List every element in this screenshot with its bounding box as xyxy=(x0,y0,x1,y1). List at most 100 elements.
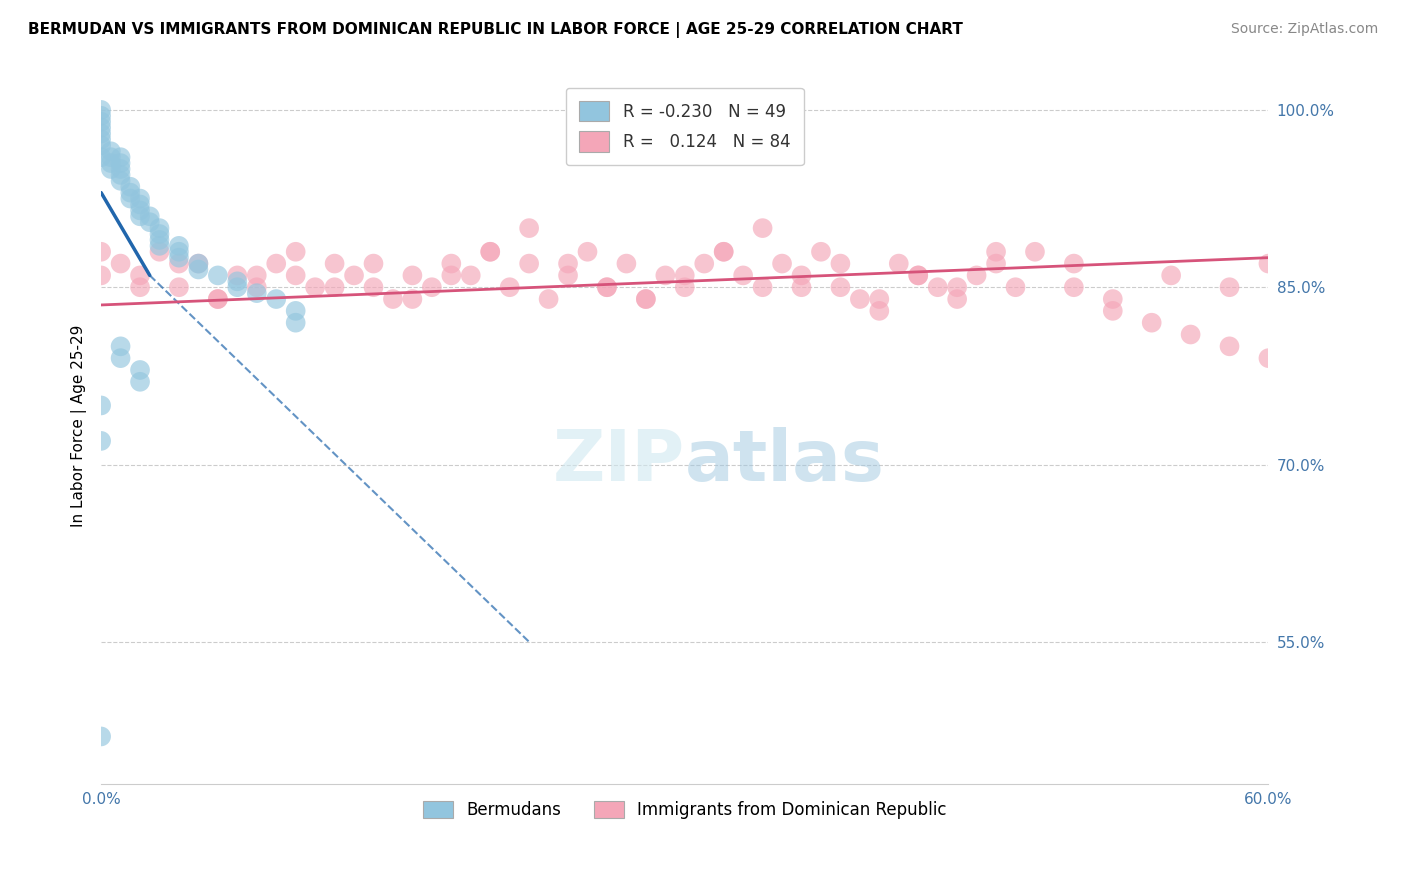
Point xyxy=(284,304,307,318)
Y-axis label: In Labor Force | Age 25-29: In Labor Force | Age 25-29 xyxy=(72,325,87,527)
Point xyxy=(693,256,716,270)
Point xyxy=(868,292,890,306)
Point xyxy=(129,197,152,211)
Point xyxy=(1257,256,1279,270)
Point xyxy=(90,132,112,146)
Point xyxy=(129,363,152,377)
Point xyxy=(90,120,112,135)
Point xyxy=(129,375,152,389)
Point xyxy=(148,227,170,241)
Point xyxy=(1101,292,1123,306)
Point xyxy=(90,109,112,123)
Point xyxy=(363,280,385,294)
Point xyxy=(790,280,813,294)
Point xyxy=(207,268,229,283)
Point xyxy=(401,292,423,306)
Point xyxy=(110,150,132,164)
Point xyxy=(479,244,502,259)
Point xyxy=(440,256,463,270)
Point xyxy=(110,168,132,182)
Point xyxy=(343,268,366,283)
Point xyxy=(90,127,112,141)
Point xyxy=(868,304,890,318)
Point xyxy=(129,280,152,294)
Point xyxy=(596,280,619,294)
Point xyxy=(167,256,190,270)
Point xyxy=(304,280,326,294)
Legend: Bermudans, Immigrants from Dominican Republic: Bermudans, Immigrants from Dominican Rep… xyxy=(416,794,953,825)
Point xyxy=(90,114,112,128)
Point xyxy=(1257,351,1279,366)
Point xyxy=(100,150,122,164)
Point xyxy=(984,256,1007,270)
Point xyxy=(246,286,269,301)
Point xyxy=(100,161,122,176)
Point xyxy=(751,221,773,235)
Point xyxy=(810,244,832,259)
Point xyxy=(1063,280,1085,294)
Point xyxy=(440,268,463,283)
Point xyxy=(1160,268,1182,283)
Point xyxy=(110,256,132,270)
Point xyxy=(139,209,162,223)
Point xyxy=(363,256,385,270)
Point xyxy=(907,268,929,283)
Point xyxy=(148,239,170,253)
Point xyxy=(499,280,522,294)
Text: BERMUDAN VS IMMIGRANTS FROM DOMINICAN REPUBLIC IN LABOR FORCE | AGE 25-29 CORREL: BERMUDAN VS IMMIGRANTS FROM DOMINICAN RE… xyxy=(28,22,963,38)
Point xyxy=(246,280,269,294)
Point xyxy=(167,239,190,253)
Point xyxy=(246,268,269,283)
Point xyxy=(284,268,307,283)
Point xyxy=(207,292,229,306)
Point xyxy=(966,268,988,283)
Point xyxy=(557,268,579,283)
Point xyxy=(187,256,209,270)
Point xyxy=(537,292,560,306)
Point xyxy=(148,221,170,235)
Point xyxy=(323,280,346,294)
Point xyxy=(1180,327,1202,342)
Point xyxy=(284,316,307,330)
Point xyxy=(100,145,122,159)
Point xyxy=(167,244,190,259)
Point xyxy=(100,156,122,170)
Point xyxy=(634,292,657,306)
Point xyxy=(830,256,852,270)
Point xyxy=(654,268,676,283)
Point xyxy=(90,434,112,448)
Point xyxy=(167,280,190,294)
Point xyxy=(616,256,638,270)
Point xyxy=(673,268,696,283)
Point xyxy=(90,268,112,283)
Point xyxy=(187,256,209,270)
Point xyxy=(770,256,793,270)
Point xyxy=(110,156,132,170)
Point xyxy=(284,244,307,259)
Point xyxy=(381,292,404,306)
Point xyxy=(129,209,152,223)
Point xyxy=(110,339,132,353)
Point xyxy=(90,399,112,413)
Point xyxy=(90,138,112,153)
Point xyxy=(264,292,287,306)
Point xyxy=(557,256,579,270)
Point xyxy=(1063,256,1085,270)
Point xyxy=(946,292,969,306)
Point xyxy=(733,268,755,283)
Point xyxy=(1140,316,1163,330)
Point xyxy=(148,233,170,247)
Point xyxy=(673,280,696,294)
Point xyxy=(110,351,132,366)
Point xyxy=(907,268,929,283)
Point xyxy=(1004,280,1026,294)
Point xyxy=(1101,304,1123,318)
Point xyxy=(129,192,152,206)
Point xyxy=(226,268,249,283)
Point xyxy=(946,280,969,294)
Point xyxy=(226,274,249,288)
Point xyxy=(120,186,142,200)
Point xyxy=(1024,244,1046,259)
Point xyxy=(120,192,142,206)
Point xyxy=(90,103,112,117)
